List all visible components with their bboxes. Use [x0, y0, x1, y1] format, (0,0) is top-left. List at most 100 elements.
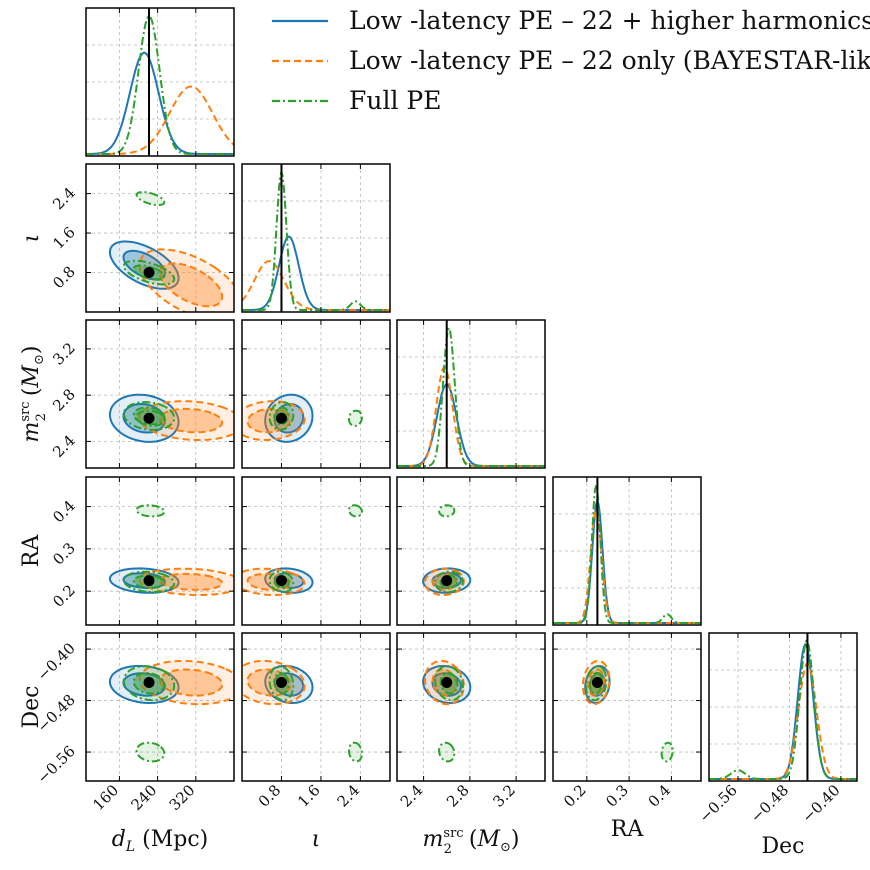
panel-frame [396, 319, 546, 469]
truth-marker [591, 677, 603, 689]
contour-inner-1 [158, 407, 224, 434]
y-axis-label-RA: RA [19, 534, 44, 568]
panel-RA [553, 477, 701, 625]
panel-frame [85, 163, 235, 313]
contour-outer-2 [348, 504, 363, 518]
panel-iota [242, 164, 390, 312]
contour-outer-2 [660, 741, 674, 763]
panel-m2 [397, 320, 545, 468]
density-curve-2 [553, 484, 701, 624]
y-tick-label: 0.4 [49, 497, 79, 527]
panel-frame [708, 632, 858, 782]
panel-dL-vs-RA [86, 477, 234, 625]
truth-marker [143, 575, 155, 587]
legend-entry-2: Full PE [349, 86, 441, 115]
y-tick-label: −0.56 [34, 742, 79, 787]
panel-dL-vs-m2 [86, 320, 234, 468]
truth-marker [275, 575, 287, 587]
panel-dL [86, 8, 234, 156]
density-curve-1 [397, 366, 545, 467]
truth-marker [143, 267, 155, 279]
panel-frame [396, 632, 546, 782]
x-tick-label: 2.4 [397, 781, 427, 811]
truth-marker [275, 677, 287, 689]
density-curve-1 [709, 662, 857, 780]
y-tick-label: 3.2 [49, 339, 79, 369]
y-tick-label: 2.8 [49, 385, 79, 415]
x-axis-label-iota: ι [312, 827, 321, 852]
panel-frame [241, 476, 391, 626]
x-tick-label: 160 [89, 781, 122, 814]
x-tick-label: 2.8 [443, 781, 473, 811]
y-tick-label: 2.4 [49, 432, 79, 462]
panel-iota-vs-m2 [242, 320, 390, 468]
panel-m2-vs-RA [397, 477, 545, 625]
legend-entry-0: Low -latency PE – 22 + higher harmonics [349, 6, 870, 35]
panel-frame [85, 319, 235, 469]
contour-outer-2 [348, 741, 363, 763]
y-axis-label-Dec: Dec [19, 686, 44, 729]
density-curve-0 [397, 383, 545, 467]
density-curve-0 [709, 642, 857, 780]
panel-iota-vs-RA [242, 477, 390, 625]
density-curve-2 [242, 168, 390, 311]
y-axis-label-m2: msrc2 (M⊙) [18, 346, 49, 443]
panel-frame [85, 632, 235, 782]
y-tick-label: 1.6 [49, 223, 79, 253]
contour-outer-2 [438, 504, 456, 518]
contour-outer-2 [135, 504, 166, 518]
panel-Dec [709, 633, 857, 781]
legend: Low -latency PE – 22 + higher harmonics L… [272, 6, 870, 115]
panel-frame [396, 476, 546, 626]
panel-dL-vs-iota [86, 164, 234, 312]
density-curve-2 [86, 14, 234, 155]
y-tick-label: 0.3 [49, 539, 79, 569]
density-curve-0 [86, 51, 234, 155]
truth-marker [143, 412, 155, 424]
x-axis-label-Dec: Dec [762, 834, 805, 859]
legend-entry-1: Low -latency PE – 22 only (BAYESTAR-like… [349, 46, 870, 75]
panel-dL-vs-Dec [86, 633, 234, 781]
density-curve-0 [553, 497, 701, 624]
panel-frame [241, 163, 391, 313]
truth-marker [441, 575, 453, 587]
density-curve-2 [709, 639, 857, 780]
x-axis-label-m2: msrc 2 (M⊙) [423, 826, 520, 857]
panel-frame [241, 632, 391, 782]
panel-frame [552, 476, 702, 626]
y-tick-label: 0.2 [49, 581, 79, 611]
y-axis-label-iota: ι [19, 234, 44, 243]
y-tick-label: 2.4 [49, 184, 79, 214]
panel-frame [85, 476, 235, 626]
y-tick-label: 0.8 [49, 263, 79, 293]
x-tick-label: 3.2 [489, 781, 519, 811]
panel-iota-vs-Dec [242, 633, 390, 781]
x-tick-label: 0.3 [602, 781, 632, 811]
x-tick-label: 0.8 [255, 781, 285, 811]
density-curve-0 [242, 235, 390, 311]
truth-marker [275, 412, 287, 424]
contour-outer-2 [348, 409, 364, 427]
contour-outer-2 [438, 741, 456, 763]
x-axis-label-dL: dL (Mpc) [112, 827, 208, 855]
x-tick-label: 0.4 [645, 781, 675, 811]
x-tick-label: 320 [166, 781, 199, 814]
contour-outer-1 [138, 248, 234, 312]
density-curve-1 [242, 260, 390, 311]
y-tick-label: −0.40 [34, 639, 79, 684]
density-curve-1 [553, 507, 701, 624]
x-tick-label: −0.48 [747, 781, 792, 826]
x-axis-label-RA: RA [611, 817, 645, 842]
x-tick-label: 240 [127, 781, 160, 814]
x-tick-label: −0.56 [696, 781, 741, 826]
contour-outer-2 [135, 191, 166, 206]
panel-RA-vs-Dec [553, 633, 701, 781]
x-tick-label: 2.4 [334, 781, 364, 811]
panel-m2-vs-Dec [397, 633, 545, 781]
x-tick-label: 1.6 [294, 781, 324, 811]
x-tick-label: −0.40 [799, 781, 844, 826]
panel-frame [552, 632, 702, 782]
panel-frame [85, 7, 235, 157]
